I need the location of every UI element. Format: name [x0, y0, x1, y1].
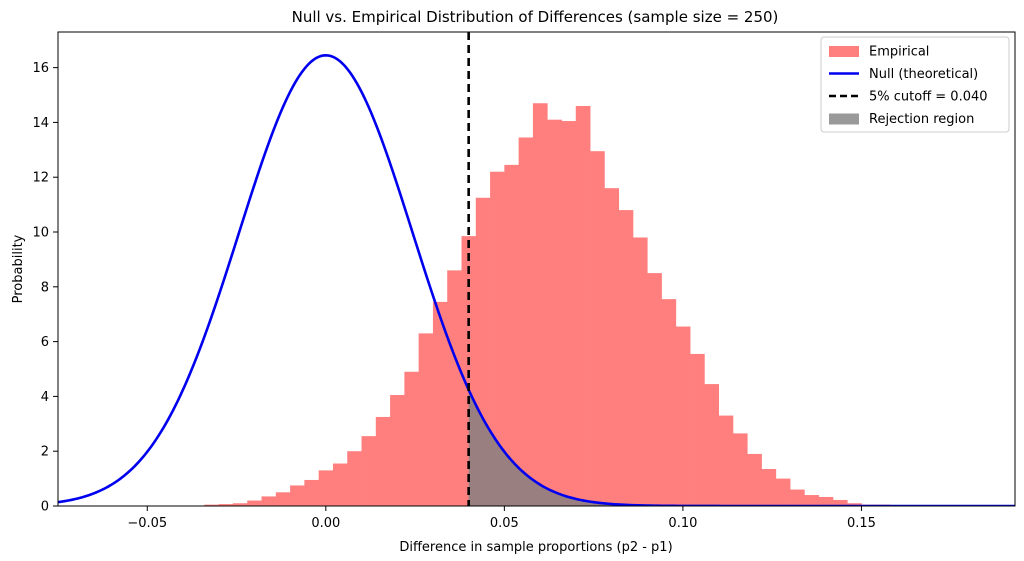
histogram-bar — [347, 451, 362, 506]
y-tick-label: 12 — [32, 171, 49, 186]
histogram-bar — [290, 485, 305, 506]
rejection-region — [468, 389, 1015, 506]
histogram-bar — [275, 492, 291, 506]
histogram-bar — [318, 470, 334, 506]
histogram-bar — [375, 416, 391, 506]
null-curve-layer — [58, 53, 1015, 506]
legend-box — [820, 36, 1010, 133]
histogram-bar — [447, 270, 462, 506]
x-tick-label: 0.10 — [668, 516, 697, 531]
y-tick-label: 16 — [32, 61, 49, 76]
histogram-bar — [804, 495, 819, 506]
histogram-bar — [261, 496, 277, 506]
histogram-bar — [632, 237, 648, 506]
x-tick-label: 0.05 — [490, 516, 519, 531]
x-tick-label: 0.00 — [311, 516, 340, 531]
histogram-bar — [504, 164, 520, 506]
histogram-bar — [761, 469, 777, 506]
null-curve — [58, 53, 1015, 506]
histogram-bar — [575, 105, 591, 506]
y-tick-label: 0 — [41, 500, 49, 515]
histogram-bar — [675, 326, 691, 506]
histogram-bar — [547, 119, 562, 506]
histogram-bar — [404, 371, 420, 506]
histogram-bar — [847, 503, 862, 506]
plot-area — [57, 31, 1016, 507]
null-legend-label: Null (theoretical) — [869, 67, 978, 82]
histogram-bar — [204, 504, 220, 506]
histogram-bar — [604, 188, 620, 506]
histogram-bar — [218, 504, 234, 506]
x-axis: −0.05 0.00 0.05 0.10 0.15 — [127, 506, 876, 531]
histogram-bar — [390, 395, 405, 506]
histogram-bar — [232, 503, 248, 506]
histogram-bar — [718, 415, 734, 506]
histogram-bar — [247, 500, 262, 506]
histogram-bar — [661, 299, 677, 506]
y-tick-label: 10 — [32, 226, 49, 241]
histogram-bar — [490, 171, 505, 506]
histogram-bar — [304, 479, 320, 506]
y-axis: 0 2 4 6 8 10 12 14 16 — [32, 61, 58, 515]
rejection-legend-swatch — [829, 113, 859, 125]
x-axis-label: Difference in sample proportions (p2 - p… — [399, 540, 672, 555]
histogram-bar — [418, 333, 434, 506]
y-axis-label: Probability — [11, 234, 26, 303]
histogram-bar — [690, 353, 705, 506]
histogram-bar — [618, 210, 634, 506]
plot-frame — [57, 31, 1016, 507]
histogram-bar — [647, 273, 662, 506]
y-tick-label: 4 — [41, 390, 49, 405]
histogram-bar — [561, 121, 577, 506]
histogram-bar — [532, 103, 548, 506]
y-tick-label: 2 — [41, 445, 49, 460]
histogram-bar — [590, 151, 605, 506]
histogram-bar — [432, 301, 448, 506]
rejection-region-layer — [468, 389, 1015, 506]
x-tick-label: −0.05 — [127, 516, 167, 531]
chart-title: Null vs. Empirical Distribution of Diffe… — [292, 8, 779, 26]
cutoff-legend-label: 5% cutoff = 0.040 — [869, 90, 988, 105]
histogram-bar — [704, 384, 720, 506]
legend: Empirical Null (theoretical) 5% cutoff = 0… — [820, 36, 1010, 133]
x-tick-label: 0.15 — [847, 516, 876, 531]
histogram-bar — [361, 436, 377, 506]
histogram-bar — [818, 496, 834, 506]
histogram-bars — [204, 103, 891, 506]
histogram-bar — [732, 433, 748, 506]
empirical-legend-swatch — [829, 46, 859, 57]
y-tick-label: 14 — [32, 116, 49, 131]
histogram-bar — [775, 478, 791, 506]
y-tick-label: 6 — [41, 335, 49, 350]
empirical-legend-label: Empirical — [869, 45, 929, 60]
histogram-bar — [747, 453, 762, 506]
y-tick-label: 8 — [41, 280, 49, 295]
histogram-bar — [518, 137, 534, 506]
histogram-bar — [332, 463, 348, 506]
histogram-bar — [790, 489, 805, 506]
histogram-bar — [832, 499, 848, 506]
rejection-legend-label: Rejection region — [869, 112, 974, 127]
